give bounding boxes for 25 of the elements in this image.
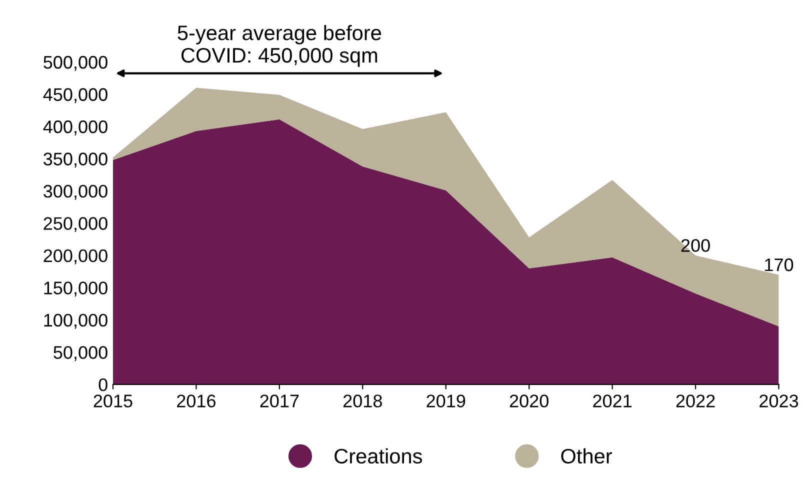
y-tick-label: 400,000 (43, 120, 108, 136)
x-tick-label: 2023 (760, 394, 798, 408)
y-tick-label: 450,000 (43, 88, 108, 104)
x-tick-label: 2021 (593, 394, 632, 408)
x-tick-label: 2016 (177, 394, 216, 408)
x-tick-label: 2020 (510, 394, 548, 408)
annotation: 170 (765, 258, 794, 272)
y-tick-label: 250,000 (44, 217, 108, 232)
y-tick-label: 200,000 (44, 249, 108, 264)
y-tick-label: 50,000 (54, 346, 108, 362)
y-tick-label: 350,000 (44, 152, 108, 168)
y-tick-label: 0 (98, 378, 108, 392)
y-tick-label: 500,000 (44, 56, 108, 71)
x-tick-label: 2018 (343, 394, 382, 408)
legend-label: Creations (334, 448, 422, 464)
x-tick-label: 2019 (426, 394, 466, 408)
annotation: 200 (681, 239, 710, 252)
x-tick-label: 2015 (94, 394, 132, 408)
y-tick-label: 100,000 (44, 314, 108, 329)
x-tick-label: 2022 (676, 394, 715, 408)
y-tick-label: 150,000 (44, 282, 108, 297)
legend-label: Other (561, 448, 612, 464)
y-tick-label: 300,000 (44, 184, 108, 200)
x-tick-label: 2017 (260, 394, 299, 408)
annotation: 5-year average before COVID: 450,000 sqm (178, 24, 381, 67)
